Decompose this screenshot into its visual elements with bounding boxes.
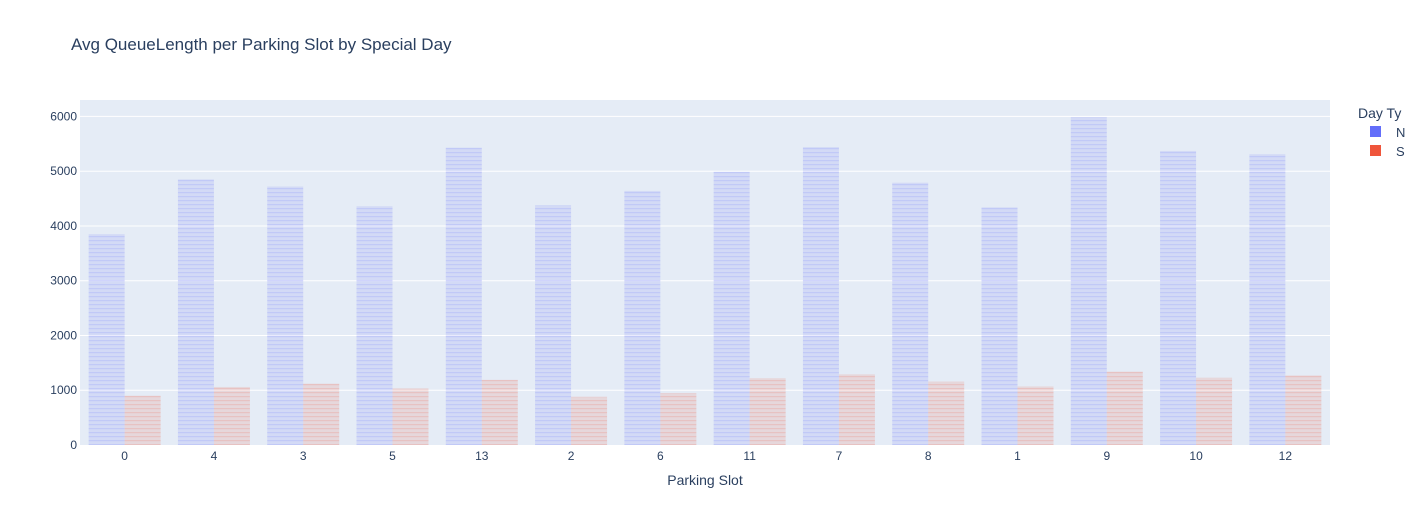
x-tick-label: 0 bbox=[121, 449, 128, 463]
x-tick-label: 13 bbox=[475, 449, 489, 463]
bar-n-slot-12[interactable] bbox=[1249, 154, 1286, 445]
bar-n-slot-10[interactable] bbox=[1160, 150, 1197, 445]
x-axis-ticks: 0 4 3 5 13 2 6 11 7 8 1 9 10 12 bbox=[121, 449, 1292, 463]
x-axis-label: Parking Slot bbox=[667, 472, 743, 488]
x-tick-label: 10 bbox=[1189, 449, 1203, 463]
x-tick-label: 3 bbox=[300, 449, 307, 463]
bar-s-slot-4[interactable] bbox=[213, 386, 250, 445]
x-tick-label: 9 bbox=[1103, 449, 1110, 463]
x-tick-label: 5 bbox=[389, 449, 396, 463]
bar-s-slot-1[interactable] bbox=[1017, 386, 1054, 445]
bar-s-slot-8[interactable] bbox=[928, 381, 965, 445]
legend-item-s[interactable]: S bbox=[1370, 144, 1405, 159]
bar-n-slot-11[interactable] bbox=[713, 171, 750, 445]
x-tick-label: 7 bbox=[836, 449, 843, 463]
bar-s-slot-6[interactable] bbox=[660, 392, 697, 445]
bar-n-slot-2[interactable] bbox=[535, 205, 572, 445]
x-tick-label: 8 bbox=[925, 449, 932, 463]
bar-n-slot-4[interactable] bbox=[177, 179, 214, 445]
bars bbox=[88, 116, 1322, 445]
bar-n-slot-5[interactable] bbox=[356, 206, 393, 445]
y-tick-label: 2000 bbox=[50, 328, 77, 342]
y-tick-label: 4000 bbox=[50, 219, 77, 233]
y-tick-label: 0 bbox=[70, 438, 77, 452]
bar-s-slot-7[interactable] bbox=[838, 374, 875, 445]
x-tick-label: 12 bbox=[1279, 449, 1293, 463]
y-tick-label: 5000 bbox=[50, 164, 77, 178]
y-axis-ticks: 0 1000 2000 3000 4000 5000 6000 bbox=[50, 109, 77, 452]
chart-title: Avg QueueLength per Parking Slot by Spec… bbox=[71, 35, 452, 54]
bar-s-slot-5[interactable] bbox=[392, 388, 429, 445]
y-tick-label: 1000 bbox=[50, 383, 77, 397]
legend-label-s: S bbox=[1396, 144, 1405, 159]
legend-item-n[interactable]: N bbox=[1370, 125, 1405, 140]
legend: Day Ty N S bbox=[1358, 105, 1405, 159]
bar-n-slot-6[interactable] bbox=[624, 190, 661, 445]
legend-label-n: N bbox=[1396, 125, 1405, 140]
bar-n-slot-7[interactable] bbox=[802, 147, 839, 445]
bar-s-slot-13[interactable] bbox=[481, 379, 518, 445]
bar-n-slot-13[interactable] bbox=[445, 147, 482, 445]
bar-n-slot-3[interactable] bbox=[267, 186, 304, 445]
bar-s-slot-3[interactable] bbox=[303, 383, 340, 445]
bar-s-slot-9[interactable] bbox=[1106, 371, 1143, 445]
x-tick-label: 4 bbox=[211, 449, 218, 463]
y-tick-label: 6000 bbox=[50, 109, 77, 123]
bar-n-slot-0[interactable] bbox=[88, 234, 125, 445]
legend-title: Day Ty bbox=[1358, 105, 1401, 121]
bar-s-slot-11[interactable] bbox=[749, 378, 786, 445]
legend-swatch-n bbox=[1370, 126, 1381, 137]
x-tick-label: 6 bbox=[657, 449, 664, 463]
bar-s-slot-0[interactable] bbox=[124, 395, 161, 445]
bar-s-slot-10[interactable] bbox=[1196, 377, 1233, 445]
bar-n-slot-8[interactable] bbox=[892, 182, 929, 445]
bar-n-slot-9[interactable] bbox=[1070, 116, 1107, 445]
bar-s-slot-2[interactable] bbox=[571, 396, 608, 445]
x-tick-label: 1 bbox=[1014, 449, 1021, 463]
x-tick-label: 2 bbox=[568, 449, 575, 463]
y-tick-label: 3000 bbox=[50, 274, 77, 288]
bar-n-slot-1[interactable] bbox=[981, 207, 1018, 445]
x-tick-label: 11 bbox=[743, 449, 756, 463]
legend-swatch-s bbox=[1370, 145, 1381, 156]
bar-s-slot-12[interactable] bbox=[1285, 375, 1322, 445]
